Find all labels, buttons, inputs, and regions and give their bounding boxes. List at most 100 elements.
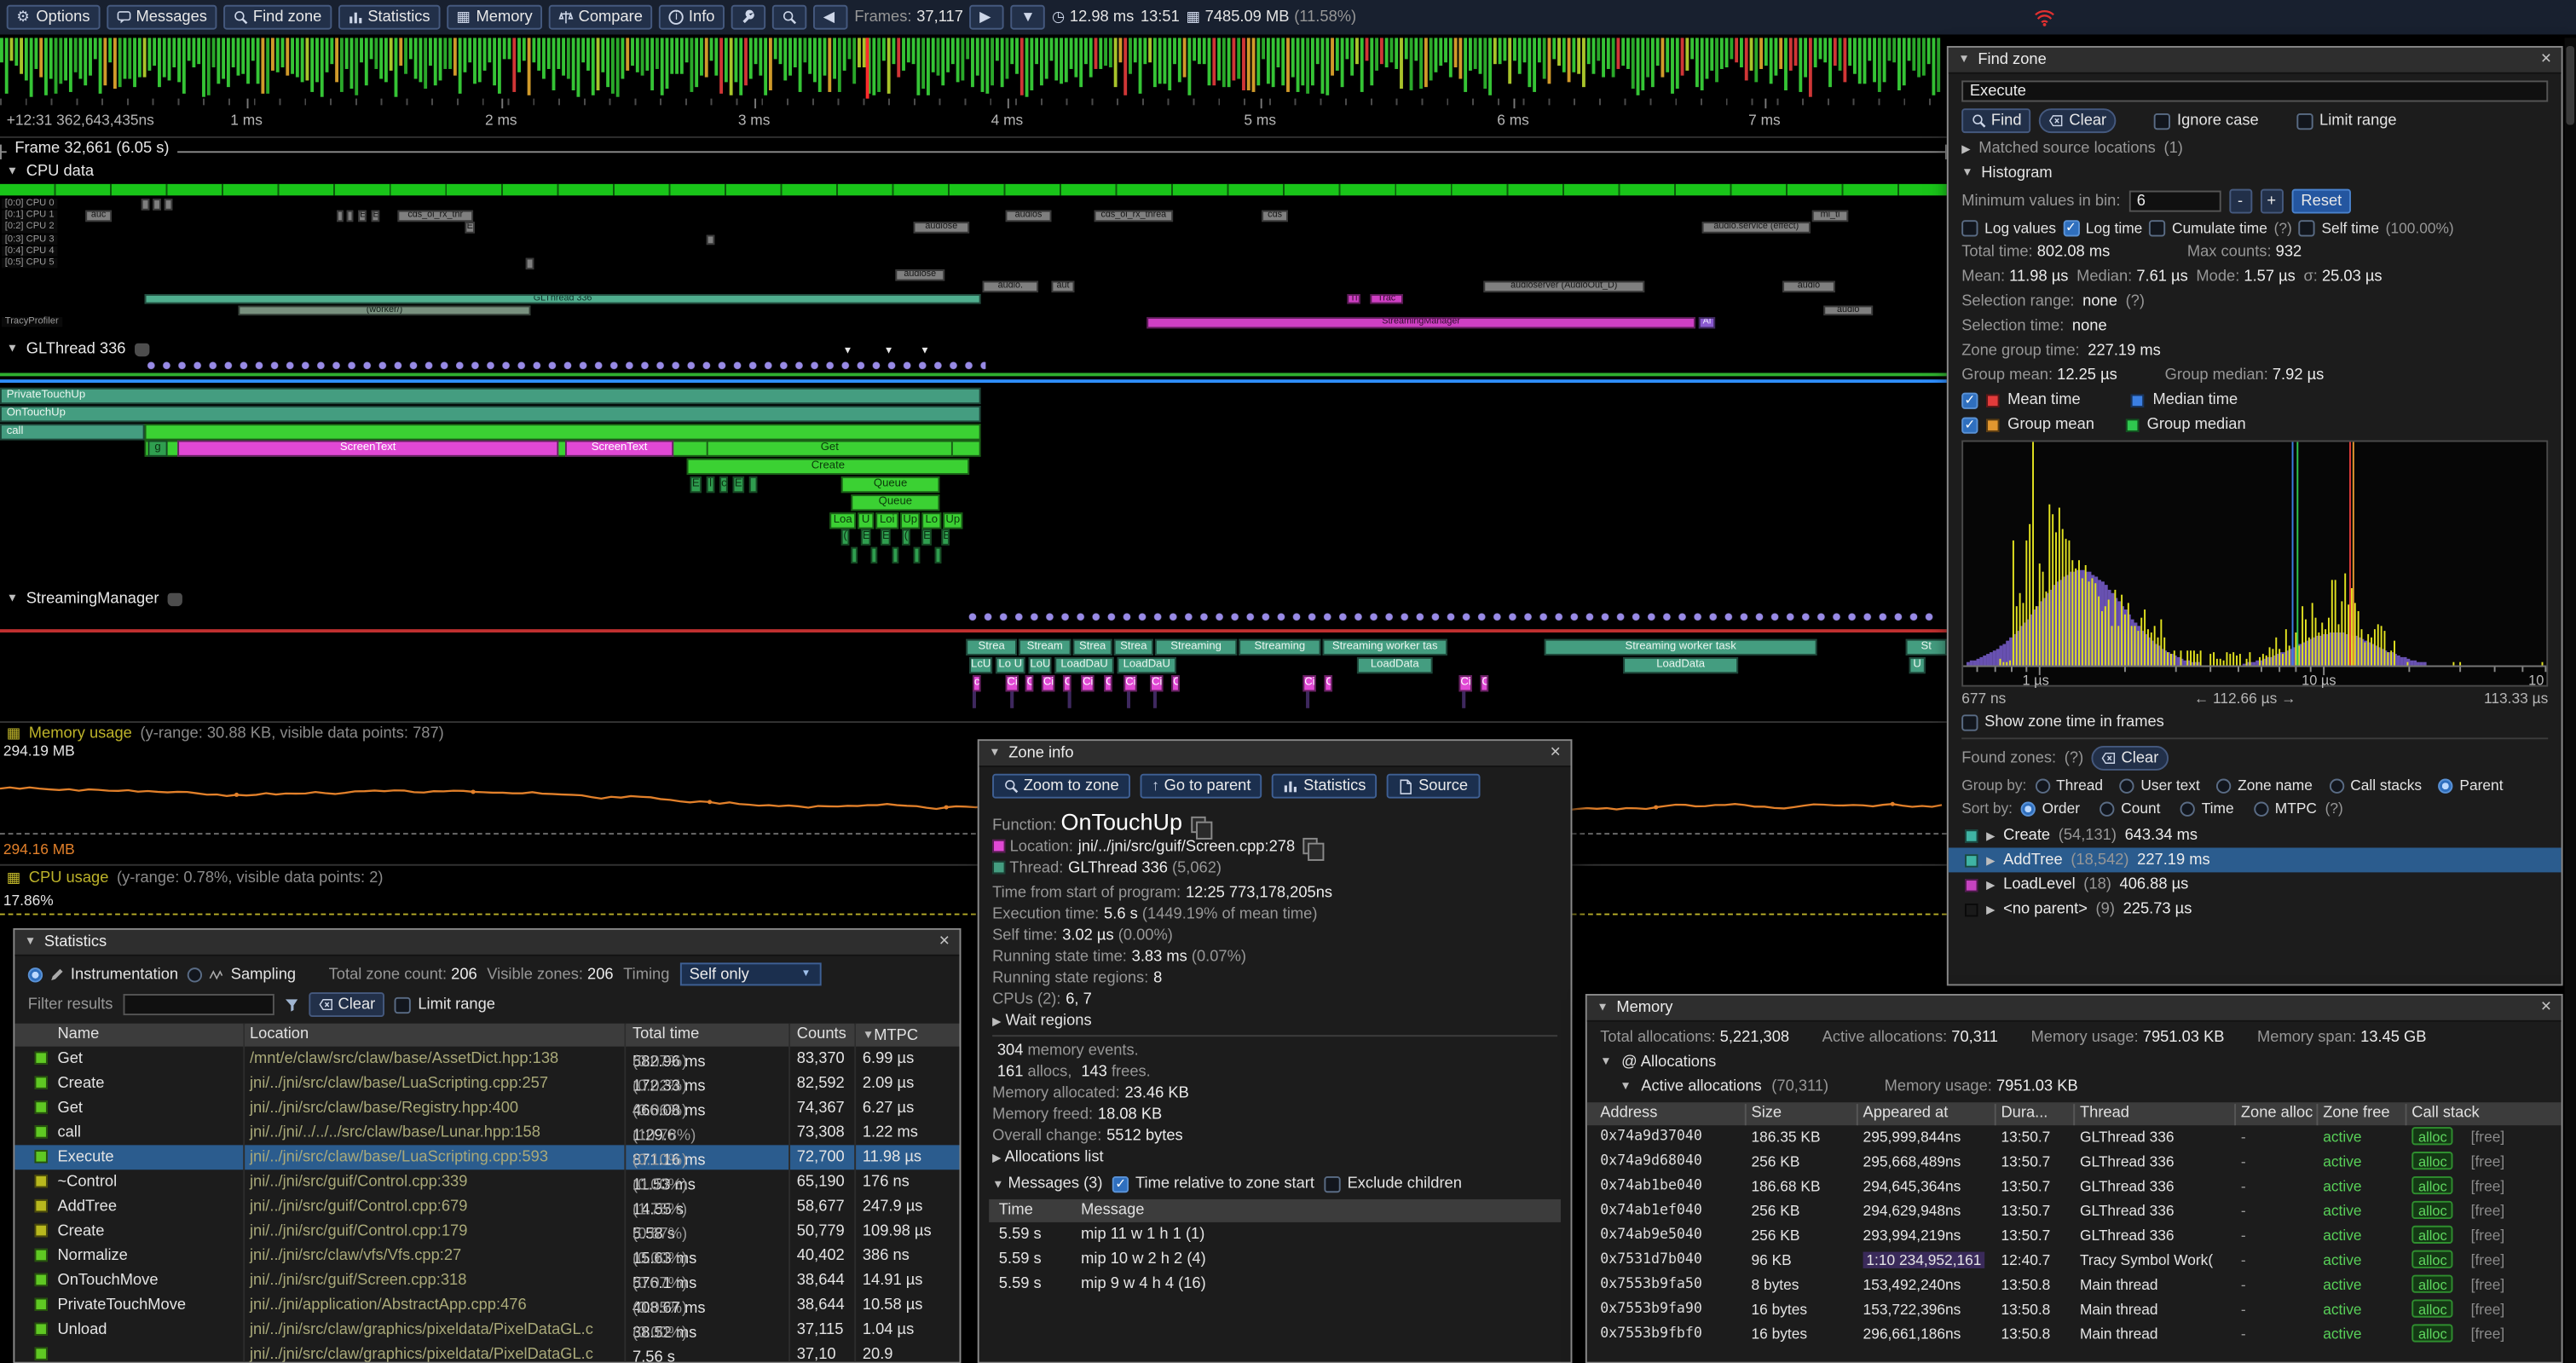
decrease-bin-button[interactable]: - — [2228, 188, 2252, 214]
timeline-zone[interactable]: LoadData — [1356, 656, 1433, 673]
timeline-zone[interactable]: Get — [706, 441, 953, 458]
timeline-zone[interactable] — [1010, 692, 1014, 709]
allocations-toggle[interactable]: ▼ @ Allocations — [1600, 1053, 1717, 1071]
timeline-zone[interactable]: Lo — [921, 511, 942, 528]
cpu-zone[interactable] — [706, 234, 715, 245]
statistics-row[interactable]: Get jni/../jni/src/claw/base/Registry.hp… — [14, 1096, 959, 1120]
statistics-row[interactable]: Create jni/../jni/src/claw/base/LuaScrip… — [14, 1071, 959, 1096]
statistics-row[interactable]: OnTouchMove jni/../jni/src/guif/Screen.c… — [14, 1268, 959, 1293]
allocations-table-header[interactable]: Address Size Appeared at Dura... Thread … — [1586, 1102, 2562, 1126]
timeline-zone[interactable]: C — [1062, 674, 1071, 691]
cpu-zone[interactable] — [337, 211, 344, 222]
zone-time-histogram[interactable]: 1 µs 10 µs 10 — [1961, 440, 2549, 689]
streaming-zone-rows[interactable]: Strea Stream Strea Strea Streaming Streaming S… — [0, 638, 1947, 719]
timeline-zone[interactable]: c — [719, 476, 728, 494]
clear-search-button[interactable]: Clear — [2039, 108, 2117, 134]
sort-by-radio[interactable]: Count — [2099, 800, 2161, 817]
timeline-zone[interactable]: St — [1905, 638, 1947, 656]
timeline-zone[interactable]: ( — [840, 529, 850, 546]
timeline-zone[interactable]: Up — [900, 511, 921, 528]
allocation-row[interactable]: 0x7531d7b040 96 KB 1:10 234,952,161 12:4… — [1587, 1249, 2562, 1273]
timeline-zone[interactable] — [748, 476, 758, 494]
timeline-zone[interactable]: Lo U — [995, 656, 1025, 673]
timeline-zone[interactable]: Strea — [966, 638, 1017, 656]
wait-regions-toggle[interactable]: ▶ Wait regions — [992, 1012, 1092, 1031]
cumulate-time-checkbox[interactable]: Cumulate time — [2149, 220, 2267, 237]
streaming-message-dots[interactable] — [966, 610, 1939, 623]
mtpc-sort-header[interactable]: ▼ MTPC — [862, 1026, 919, 1045]
alloc-callstack-button[interactable]: alloc — [2411, 1250, 2454, 1268]
statistics-row[interactable]: jni/../jni/src/claw/graphics/pixeldata/P… — [14, 1343, 959, 1362]
alloc-callstack-button[interactable]: alloc — [2411, 1225, 2454, 1244]
collapse-icon[interactable]: ▼ — [6, 592, 19, 605]
timeline-zone[interactable]: E — [941, 529, 950, 546]
find-zone-titlebar[interactable]: ▼ Find zone × — [1948, 47, 2562, 74]
close-icon[interactable]: × — [939, 931, 950, 951]
frame-info-row[interactable]: Frame 32,661 (6.05 s) — [0, 139, 1947, 161]
limit-range-checkbox[interactable]: Limit range — [395, 996, 495, 1014]
find-button[interactable]: Find — [1961, 108, 2032, 134]
alloc-callstack-button[interactable]: alloc — [2411, 1152, 2454, 1170]
timeline-zone[interactable]: Loi — [875, 511, 899, 528]
timeline-zone[interactable]: C — [1104, 674, 1112, 691]
timeline-zone[interactable]: Ci — [1302, 674, 1316, 691]
info-button[interactable]: i Info — [659, 4, 725, 30]
matched-locations-toggle[interactable]: ▶ Matched source locations (1) — [1961, 139, 2183, 159]
allocations-list-toggle[interactable]: ▶ Allocations list — [992, 1148, 1104, 1167]
statistics-row[interactable]: Normalize jni/../jni/src/claw/vfs/Vfs.cp… — [14, 1244, 959, 1268]
increase-bin-button[interactable]: + — [2260, 188, 2284, 214]
timeline-zone[interactable]: Ci — [1081, 674, 1095, 691]
timeline-zone[interactable]: c — [972, 674, 981, 691]
collapsed-zone-mark[interactable]: ▼ — [883, 346, 894, 357]
cpu-zone[interactable]: (worker/) — [238, 305, 531, 316]
sort-by-radio[interactable]: Time — [2180, 800, 2234, 817]
timeline-zone[interactable]: E — [732, 476, 745, 494]
time-relative-checkbox[interactable]: ✓ Time relative to zone start — [1112, 1175, 1314, 1193]
filter-input[interactable] — [123, 994, 274, 1016]
timeline-zone[interactable]: call — [0, 423, 145, 440]
collapse-icon[interactable]: ▼ — [1597, 1002, 1609, 1014]
frames-overview-strip[interactable] — [0, 38, 1947, 99]
timeline-zone[interactable]: Streaming worker tas — [1322, 638, 1447, 656]
statistics-row[interactable]: Unload jni/../jni/src/claw/graphics/pixe… — [14, 1318, 959, 1343]
timeline-zone[interactable]: C — [1480, 674, 1489, 691]
message-row[interactable]: 5.59 s mip 11 w 1 h 1 (1) — [989, 1222, 1561, 1247]
cpu-zone[interactable]: mi_ti — [1811, 211, 1849, 222]
timeline-zone[interactable]: C — [1324, 674, 1333, 691]
timeline-zone[interactable]: PrivateTouchUp — [0, 387, 981, 405]
found-zone-group-row[interactable]: ▶ <no parent> (9) 225.73 µs — [1949, 897, 2562, 921]
timeline-zone[interactable]: U — [858, 511, 875, 528]
cpu-zone[interactable]: StreamingManager — [1146, 316, 1695, 328]
timeline-zone[interactable] — [1306, 692, 1310, 709]
timeline-zone[interactable] — [1152, 692, 1157, 709]
cpu-data-header[interactable]: ▼ CPU data — [6, 162, 95, 182]
cpu-zone[interactable]: auc — [85, 211, 113, 222]
timeline-zone[interactable]: LoadDaU — [1117, 656, 1176, 673]
timeline-zone[interactable]: U — [1909, 656, 1926, 673]
allocation-row[interactable]: 0x74a9d68040 256 KB 295,668,489ns 13:50.… — [1587, 1150, 2562, 1175]
clear-found-zones-button[interactable]: Clear — [2091, 745, 2169, 771]
timeline-zone[interactable]: OnTouchUp — [0, 405, 981, 422]
instrumentation-radio[interactable]: Instrumentation — [27, 965, 178, 983]
cpu-zone[interactable]: E — [371, 211, 380, 222]
active-allocations-toggle[interactable]: ▼ Active allocations (70,311) Memory usag… — [1620, 1077, 2078, 1096]
timeline-zone[interactable]: Ci — [1041, 674, 1055, 691]
alloc-callstack-button[interactable]: alloc — [2411, 1127, 2454, 1146]
glthread-zone-rows[interactable]: PrivateTouchUp OnTouchUp call g ScreenText Sc… — [0, 387, 1947, 581]
alloc-callstack-button[interactable]: alloc — [2411, 1324, 2454, 1343]
timeline-zone[interactable]: E — [921, 529, 932, 546]
allocation-row[interactable]: 0x7553b9fa50 8 bytes 153,492,240ns 13:50… — [1587, 1273, 2562, 1298]
cpu-zone[interactable]: audiose — [913, 222, 970, 234]
alloc-callstack-button[interactable]: alloc — [2411, 1200, 2454, 1220]
message-row[interactable]: 5.59 s mip 10 w 2 h 2 (4) — [989, 1247, 1561, 1272]
zone-statistics-button[interactable]: Statistics — [1272, 773, 1378, 799]
timeline-zone[interactable]: Strea — [1072, 638, 1112, 656]
allocation-row[interactable]: 0x74a9d37040 186.35 KB 295,999,844ns 13:… — [1587, 1125, 2562, 1150]
timeline-zone[interactable]: Loa — [829, 511, 857, 528]
cpu-zone[interactable]: E — [358, 211, 367, 222]
memory-usage-graph[interactable] — [0, 756, 1947, 841]
allocation-row[interactable]: 0x7553b9fbf0 16 bytes 296,661,186ns 13:5… — [1587, 1322, 2562, 1347]
zone-info-titlebar[interactable]: ▼ Zone info × — [979, 741, 1571, 768]
expand-icon[interactable]: ▶ — [1986, 855, 1996, 867]
